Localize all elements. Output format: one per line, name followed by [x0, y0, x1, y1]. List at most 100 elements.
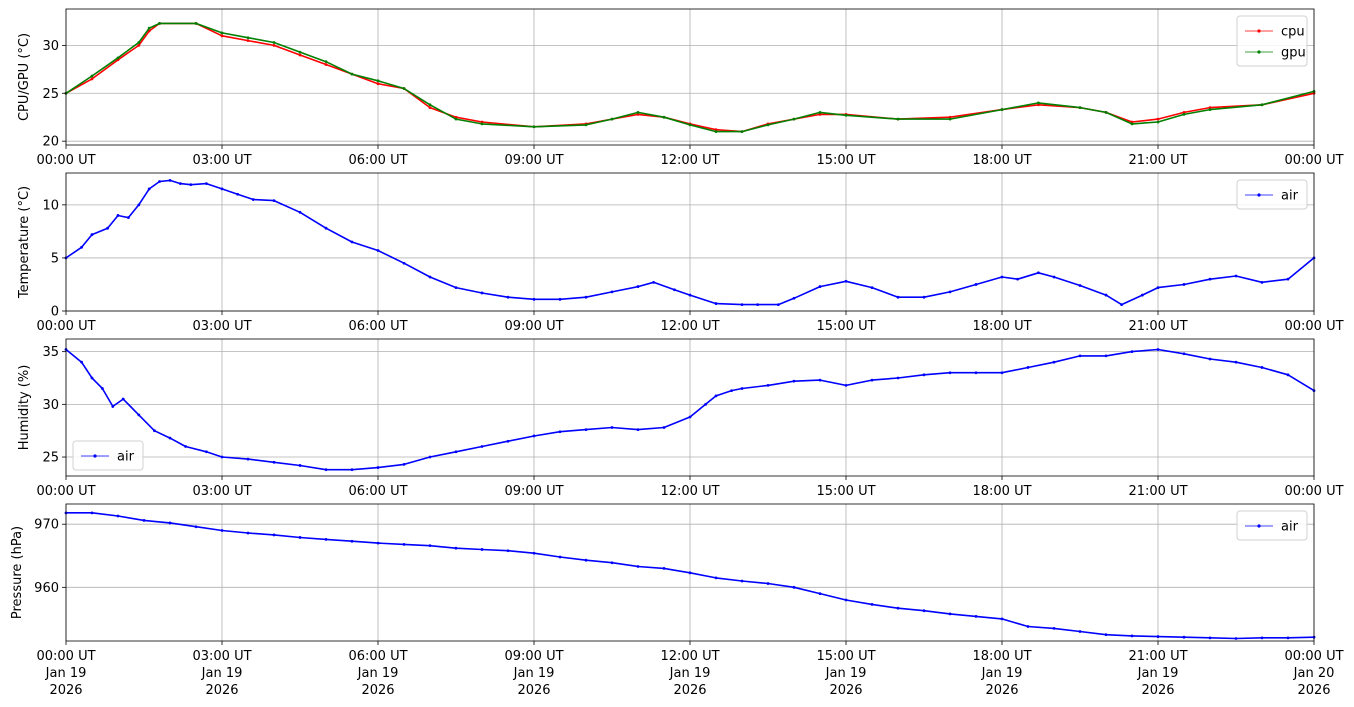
x-tick-label-line: 03:00 UT [192, 649, 251, 664]
data-point-air [844, 383, 848, 387]
x-tick-label-line: 18:00 UT [972, 649, 1031, 664]
x-tick-label-line: Jan 19 [981, 666, 1023, 681]
x-tick-label: 09:00 UT Jan 19 2026 [504, 649, 563, 698]
data-point-air [792, 296, 796, 300]
data-point-gpu [137, 41, 141, 44]
data-point-air [205, 182, 208, 186]
data-point-air [558, 297, 562, 301]
legend-box [1236, 179, 1308, 210]
x-tick-label-line: 2026 [517, 683, 550, 698]
data-point-air [896, 295, 900, 299]
y-axis-title: Humidity (%) [17, 365, 32, 451]
data-point-air [428, 455, 432, 459]
data-point-air [818, 378, 822, 382]
data-point-air [80, 360, 83, 364]
x-tick-label-line: 06:00 UT [348, 153, 407, 168]
x-tick-label: 03:00 UT [192, 153, 251, 168]
data-point-cpu [636, 112, 640, 116]
data-point-air [376, 541, 380, 545]
data-point-gpu [1156, 120, 1160, 124]
series-line-gpu [65, 22, 1315, 133]
data-point-air [1104, 293, 1108, 297]
x-tick-label-line: 18:00 UT [972, 484, 1031, 499]
data-point-air [1286, 636, 1290, 640]
data-point-air [610, 290, 614, 294]
data-point-air [662, 426, 666, 429]
x-tick-label-line: 00:00 UT [36, 649, 95, 664]
data-point-air [844, 279, 848, 283]
data-point-air [184, 445, 188, 448]
data-point-air [948, 371, 952, 375]
legend-label-air: air [117, 450, 135, 465]
data-point-air [532, 551, 536, 555]
data-point-air [1182, 635, 1186, 639]
data-point-cpu [1208, 106, 1212, 110]
data-point-air [101, 387, 104, 390]
data-point-air [636, 285, 640, 288]
data-point-air [376, 249, 380, 252]
data-point-air [147, 187, 151, 191]
data-point-air [1078, 284, 1082, 287]
data-point-air [922, 609, 926, 613]
x-tick-label: 00:00 UT [1284, 319, 1343, 334]
data-point-gpu [158, 21, 162, 25]
x-tick-label-line: 03:00 UT [192, 484, 251, 499]
x-tick-label-line: 00:00 UT [1284, 484, 1343, 499]
data-point-air [714, 394, 718, 398]
data-point-air [974, 614, 978, 618]
data-point-air [272, 533, 276, 537]
x-tick-label-line: Jan 19 [45, 666, 87, 681]
panel-4: 960 970 00:00 UT Jan 19 2026 03:00 UT Jan 19 20… [10, 503, 1344, 698]
data-point-air [714, 302, 718, 305]
data-point-gpu [428, 103, 432, 107]
data-point-air [90, 511, 94, 515]
data-point-air [704, 402, 707, 406]
data-point-air [584, 428, 588, 432]
legend: air [1236, 179, 1308, 210]
x-tick-label-line: 2026 [49, 683, 82, 698]
data-point-air [1156, 635, 1160, 638]
data-point-air [1234, 637, 1238, 640]
data-point-air [168, 436, 172, 440]
y-tick-label: 960 [34, 581, 59, 596]
data-point-air [272, 460, 276, 464]
data-point-gpu [324, 60, 328, 64]
legend-marker-air [1257, 193, 1261, 197]
data-point-air [652, 280, 655, 284]
data-point-gpu [454, 117, 458, 121]
data-point-air [168, 179, 172, 182]
x-tick-label: 06:00 UT [348, 153, 407, 168]
data-point-air [220, 187, 224, 191]
data-point-air [1130, 350, 1134, 354]
data-point-air [298, 536, 302, 539]
data-point-air [974, 371, 978, 375]
x-tick-label: 21:00 UT [1128, 319, 1187, 334]
x-tick-label: 00:00 UT Jan 20 2026 [1284, 649, 1343, 698]
y-tick-label: 970 [34, 518, 59, 533]
legend-label-air: air [1281, 189, 1299, 204]
data-point-cpu [818, 112, 822, 116]
data-point-gpu [688, 123, 692, 127]
data-point-air [220, 455, 224, 459]
data-point-gpu [350, 72, 354, 76]
data-point-gpu [818, 111, 822, 114]
x-tick-label-line: 00:00 UT [1284, 319, 1343, 334]
x-tick-label-line: 03:00 UT [192, 153, 251, 168]
x-tick-label: 00:00 UT [1284, 153, 1343, 168]
x-tick-label-line: 06:00 UT [348, 649, 407, 664]
data-point-air [142, 519, 146, 522]
data-point-cpu [1130, 120, 1134, 124]
data-point-gpu [584, 123, 588, 127]
data-point-air [454, 286, 458, 290]
x-tick-label: 12:00 UT [660, 153, 719, 168]
data-point-air [298, 210, 302, 214]
data-point-air [1260, 636, 1264, 640]
x-tick-label-line: 18:00 UT [972, 319, 1031, 334]
x-tick-label: 21:00 UT Jan 19 2026 [1128, 649, 1187, 698]
data-point-air [454, 450, 458, 454]
x-tick-label: 18:00 UT Jan 19 2026 [972, 649, 1031, 698]
data-point-air [1286, 373, 1290, 377]
data-point-gpu [116, 56, 120, 60]
panel-3: 25 30 35 00:00 UT 03:00 UT 06:00 UT 09:00 UT 12… [17, 338, 1344, 499]
